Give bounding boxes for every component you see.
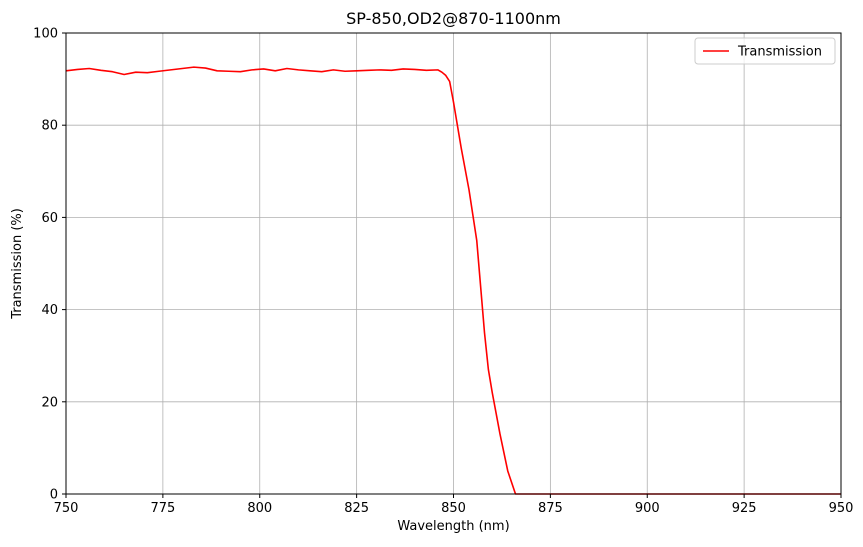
- x-tick-label: 850: [441, 501, 466, 516]
- x-tick-label: 900: [635, 501, 660, 516]
- y-tick-label: 80: [41, 119, 58, 134]
- legend-label: Transmission: [737, 45, 822, 60]
- y-tick-label: 60: [41, 211, 58, 226]
- chart-title: SP-850,OD2@870-1100nm: [346, 9, 561, 28]
- y-axis-label: Transmission (%): [10, 208, 25, 320]
- x-tick-label: 775: [150, 501, 175, 516]
- x-tick-label: 750: [54, 501, 79, 516]
- y-axis: 0 20 40 60 80 100: [33, 27, 66, 503]
- y-tick-label: 100: [33, 27, 58, 42]
- y-tick-label: 40: [41, 303, 58, 318]
- series-layer: [65, 66, 841, 495]
- x-axis: 750 775 800 825 850 875 900 925 950: [54, 494, 854, 516]
- x-tick-label: 800: [247, 501, 272, 516]
- x-tick-label: 875: [538, 501, 563, 516]
- x-tick-label: 950: [829, 501, 854, 516]
- x-tick-label: 825: [344, 501, 369, 516]
- x-axis-label: Wavelength (nm): [397, 519, 509, 534]
- legend: Transmission: [694, 37, 836, 65]
- series-line-transmission: [65, 66, 841, 495]
- x-tick-label: 925: [732, 501, 757, 516]
- y-tick-label: 0: [50, 488, 58, 503]
- legend-box: [694, 37, 836, 65]
- y-tick-label: 20: [41, 395, 58, 410]
